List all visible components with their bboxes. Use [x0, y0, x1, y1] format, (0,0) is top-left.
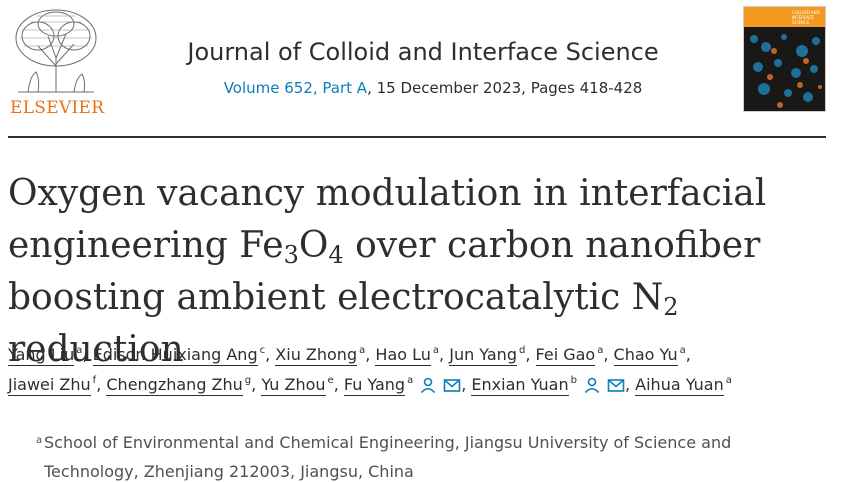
volume-link[interactable]: Volume 652, Part A	[223, 79, 368, 97]
author-item: Yu Zhou e,	[261, 375, 344, 396]
author-link[interactable]: Chengzhang Zhu	[106, 375, 243, 396]
author-link[interactable]: Jiawei Zhu	[8, 375, 91, 396]
author-link[interactable]: Aihua Yuan	[635, 375, 724, 396]
elsevier-tree-icon	[8, 6, 104, 94]
author-link[interactable]: Edison Huixiang Ang	[92, 345, 258, 366]
author-item: Yang Liu a,	[8, 345, 93, 366]
author-link[interactable]: Fu Yang	[343, 375, 406, 396]
author-list: Yang Liu a, Edison Huixiang Ang c, Xiu Zho…	[8, 340, 848, 400]
author-item: Jiawei Zhu f,	[8, 375, 107, 396]
mail-icon[interactable]	[443, 377, 461, 393]
author-item: Aihua Yuan a	[635, 375, 732, 396]
author-item: Hao Lu a,	[375, 345, 450, 366]
issue-date-pages: , 15 December 2023, Pages 418-428	[367, 79, 643, 97]
article-title: Oxygen vacancy modulation in interfacial…	[8, 173, 767, 370]
elsevier-logo[interactable]: ELSEVIER	[8, 6, 108, 118]
author-item: Edison Huixiang Ang c,	[92, 345, 276, 366]
person-icon[interactable]	[419, 377, 437, 393]
author-item: Jun Yang d,	[449, 345, 536, 366]
author-link[interactable]: Yang Liu	[8, 345, 75, 366]
author-item: Fei Gao a,	[535, 345, 614, 366]
author-link[interactable]: Jun Yang	[449, 345, 517, 366]
elsevier-wordmark: ELSEVIER	[10, 98, 105, 118]
author-link[interactable]: Yu Zhou	[261, 375, 326, 396]
author-item: Xiu Zhong a,	[275, 345, 376, 366]
author-link[interactable]: Xiu Zhong	[275, 345, 358, 366]
person-icon[interactable]	[583, 377, 601, 393]
affiliation-label: a	[36, 435, 43, 446]
journal-cover-image[interactable]: COLLOID AND INTERFACE SCIENCE	[743, 6, 826, 112]
author-link[interactable]: Hao Lu	[375, 345, 431, 366]
author-item: Fu Yang a,	[343, 375, 472, 396]
author-item: Enxian Yuan b,	[471, 375, 636, 396]
author-item: Chengzhang Zhu g,	[106, 375, 262, 396]
journal-header: ELSEVIER Journal of Colloid and Interfac…	[0, 0, 866, 140]
mail-icon[interactable]	[607, 377, 625, 393]
header-divider	[8, 136, 826, 138]
journal-title[interactable]: Journal of Colloid and Interface Science	[187, 38, 659, 66]
author-link[interactable]: Enxian Yuan	[471, 375, 569, 396]
author-item: Chao Yu a,	[613, 345, 691, 366]
author-link[interactable]: Fei Gao	[535, 345, 596, 366]
cover-title: COLLOID AND INTERFACE SCIENCE	[792, 10, 820, 25]
affiliation-a: a School of Environmental and Chemical E…	[36, 428, 804, 482]
issue-info: Volume 652, Part A, 15 December 2023, Pa…	[0, 79, 866, 97]
author-link[interactable]: Chao Yu	[613, 345, 678, 366]
affiliation-text: School of Environmental and Chemical Eng…	[44, 433, 732, 481]
